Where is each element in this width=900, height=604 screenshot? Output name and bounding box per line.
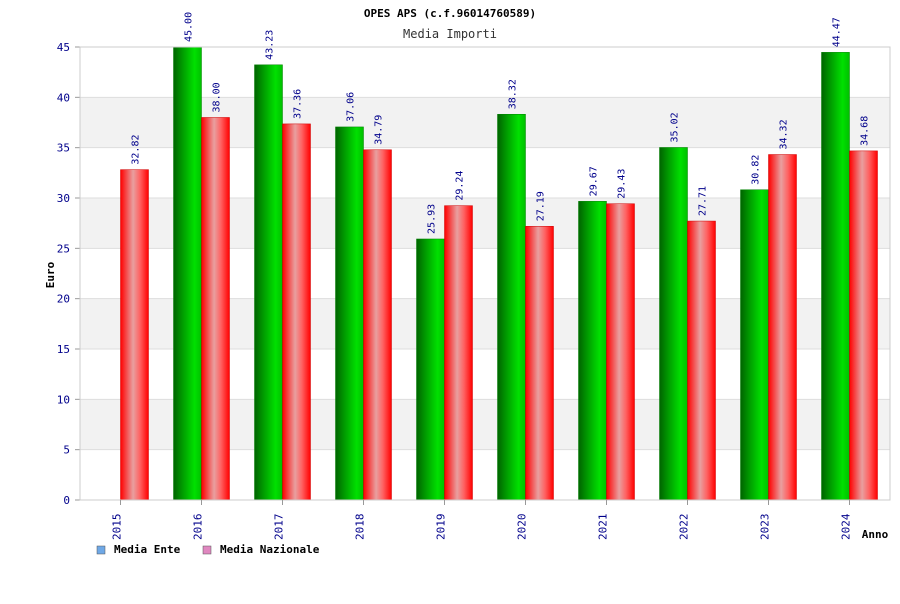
x-tick-label: 2017 (273, 514, 286, 541)
legend-swatch-media-nazionale (202, 545, 212, 555)
x-tick-label: 2024 (840, 513, 853, 540)
x-tick-label: 2020 (516, 514, 529, 541)
x-tick-label: 2019 (435, 514, 448, 541)
bar-media-ente (659, 147, 688, 501)
legend-swatch-media-ente (96, 545, 106, 555)
x-tick-label: 2021 (597, 514, 610, 541)
data-label: 29.43 (617, 169, 628, 199)
bar-media-nazionale (525, 226, 554, 501)
legend-label-media-nazionale: Media Nazionale (220, 543, 320, 556)
legend-label-media-ente: Media Ente (114, 543, 181, 556)
y-tick-label: 20 (57, 293, 70, 306)
data-labels-layer: 32.82 45.00 38.00 43.23 37.36 37.06 34.79 25.93… (131, 12, 871, 234)
data-label: 34.68 (860, 116, 871, 146)
data-label: 38.32 (508, 79, 519, 109)
legend: Media Ente Media Nazionale (96, 543, 320, 556)
bar-media-nazionale (768, 154, 797, 501)
data-label: 37.36 (293, 89, 304, 119)
chart-subtitle: Media Importi (403, 27, 497, 41)
grid-band (80, 47, 890, 98)
data-label: 34.79 (374, 115, 385, 145)
bar-media-nazionale (282, 123, 311, 501)
bar-media-nazionale (687, 220, 716, 501)
bars-layer (120, 46, 878, 501)
bar-media-nazionale (120, 169, 149, 501)
data-label: 34.32 (779, 119, 790, 149)
x-tick-label: 2016 (192, 514, 205, 541)
x-tick-label: 2015 (111, 514, 124, 541)
data-label: 45.00 (184, 12, 195, 42)
bar-media-ente (578, 201, 607, 501)
y-tick-label: 30 (57, 192, 70, 205)
bar-media-ente (173, 46, 202, 501)
bar-media-ente (821, 52, 850, 501)
chart-title: OPES APS (c.f.96014760589) (364, 7, 536, 20)
bar-media-ente (497, 113, 526, 501)
data-label: 27.71 (698, 186, 709, 216)
bar-media-nazionale (201, 117, 230, 501)
data-label: 30.82 (751, 155, 762, 185)
y-tick-label: 5 (63, 444, 70, 457)
y-tick-label: 15 (57, 343, 70, 356)
y-tick-label: 35 (57, 142, 70, 155)
axes-layer: 0 5 10 15 20 25 30 35 40 45 2015 2016 2017 2018 2019 20… (57, 41, 891, 541)
data-label: 29.67 (589, 166, 600, 196)
x-tick-label: 2018 (354, 514, 367, 541)
data-label: 38.00 (212, 82, 223, 112)
y-tick-label: 0 (63, 494, 70, 507)
data-label: 25.93 (427, 204, 438, 234)
y-axis-label: Euro (44, 261, 57, 288)
y-tick-label: 10 (57, 393, 70, 406)
plot-frame (79, 46, 891, 501)
bar-media-ente (335, 126, 364, 501)
data-label: 35.02 (670, 112, 681, 142)
x-axis-label: Anno (862, 528, 889, 541)
data-label: 27.19 (536, 191, 547, 221)
data-label: 44.47 (832, 17, 843, 47)
y-tick-label: 45 (57, 41, 70, 54)
data-label: 32.82 (131, 135, 142, 165)
bar-media-ente (740, 189, 769, 501)
data-label: 37.06 (346, 92, 357, 122)
y-tick-label: 25 (57, 242, 70, 255)
bar-media-nazionale (363, 149, 392, 501)
bar-media-nazionale (444, 205, 473, 501)
x-tick-label: 2022 (678, 514, 691, 541)
bar-media-nazionale (606, 203, 635, 501)
y-tick-label: 40 (57, 91, 70, 104)
bar-media-ente (254, 64, 283, 501)
x-tick-label: 2023 (759, 514, 772, 541)
data-label: 29.24 (455, 171, 466, 201)
bar-media-ente (416, 238, 445, 501)
bar-media-nazionale (849, 150, 878, 501)
data-label: 43.23 (265, 30, 276, 60)
